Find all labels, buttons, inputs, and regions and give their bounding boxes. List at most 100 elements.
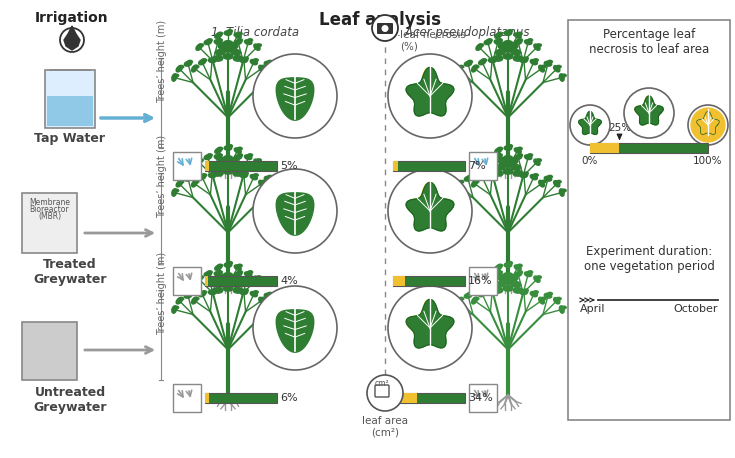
Ellipse shape xyxy=(533,173,539,177)
Ellipse shape xyxy=(173,305,179,310)
Text: 5%: 5% xyxy=(280,161,298,171)
Ellipse shape xyxy=(512,55,523,62)
Ellipse shape xyxy=(492,287,503,294)
Ellipse shape xyxy=(191,65,198,73)
Ellipse shape xyxy=(540,296,547,301)
Ellipse shape xyxy=(213,154,222,160)
Ellipse shape xyxy=(212,55,223,62)
Circle shape xyxy=(570,105,610,145)
Ellipse shape xyxy=(484,154,492,160)
Ellipse shape xyxy=(544,175,553,182)
Ellipse shape xyxy=(538,65,545,73)
Polygon shape xyxy=(578,111,601,135)
Ellipse shape xyxy=(456,65,463,73)
Ellipse shape xyxy=(544,60,553,67)
Ellipse shape xyxy=(193,65,200,69)
Ellipse shape xyxy=(250,59,258,65)
Bar xyxy=(469,152,497,180)
Ellipse shape xyxy=(503,272,514,279)
Ellipse shape xyxy=(237,38,243,42)
Ellipse shape xyxy=(193,180,200,184)
Ellipse shape xyxy=(198,43,204,47)
Ellipse shape xyxy=(553,65,561,73)
Text: October: October xyxy=(673,304,718,314)
Ellipse shape xyxy=(517,38,523,42)
Ellipse shape xyxy=(198,174,207,180)
Ellipse shape xyxy=(520,289,528,295)
Polygon shape xyxy=(406,67,453,116)
Ellipse shape xyxy=(556,65,562,69)
Ellipse shape xyxy=(227,29,233,33)
Ellipse shape xyxy=(498,43,509,50)
Ellipse shape xyxy=(498,275,509,282)
Text: (MBR): (MBR) xyxy=(38,212,61,221)
Text: 100%: 100% xyxy=(693,156,723,166)
Ellipse shape xyxy=(243,56,249,60)
Ellipse shape xyxy=(264,175,273,182)
Bar xyxy=(173,152,201,180)
Ellipse shape xyxy=(250,291,258,297)
Ellipse shape xyxy=(503,30,512,36)
Ellipse shape xyxy=(218,43,229,50)
Ellipse shape xyxy=(503,262,512,268)
Bar xyxy=(173,384,201,412)
Ellipse shape xyxy=(228,158,238,165)
Bar xyxy=(590,143,708,153)
Ellipse shape xyxy=(458,180,465,184)
Ellipse shape xyxy=(487,57,497,63)
Ellipse shape xyxy=(234,264,242,271)
Ellipse shape xyxy=(237,270,243,274)
Ellipse shape xyxy=(533,58,539,62)
Bar xyxy=(393,276,465,286)
Polygon shape xyxy=(406,300,430,338)
Ellipse shape xyxy=(503,168,514,175)
Circle shape xyxy=(253,54,337,138)
Polygon shape xyxy=(635,96,649,113)
Ellipse shape xyxy=(217,38,223,42)
Ellipse shape xyxy=(217,270,223,274)
Ellipse shape xyxy=(207,153,213,157)
Ellipse shape xyxy=(198,59,207,65)
Ellipse shape xyxy=(478,291,487,297)
Polygon shape xyxy=(697,111,720,135)
Ellipse shape xyxy=(207,172,217,178)
Polygon shape xyxy=(406,67,453,116)
Ellipse shape xyxy=(547,174,553,179)
Ellipse shape xyxy=(500,278,511,285)
Ellipse shape xyxy=(524,271,533,277)
Text: cm²: cm² xyxy=(375,380,390,388)
Ellipse shape xyxy=(240,172,248,178)
Bar xyxy=(469,267,497,295)
Ellipse shape xyxy=(507,29,513,33)
Ellipse shape xyxy=(264,293,273,299)
Ellipse shape xyxy=(223,30,232,36)
Ellipse shape xyxy=(456,180,463,188)
Ellipse shape xyxy=(497,270,503,274)
Ellipse shape xyxy=(223,285,234,292)
Text: 7%: 7% xyxy=(468,161,486,171)
Ellipse shape xyxy=(495,281,506,288)
Ellipse shape xyxy=(253,158,261,166)
Bar xyxy=(205,161,277,171)
Text: Irrigation: Irrigation xyxy=(35,11,109,25)
Ellipse shape xyxy=(561,188,567,193)
Bar xyxy=(381,22,385,24)
Ellipse shape xyxy=(514,154,523,160)
Circle shape xyxy=(253,286,337,370)
Ellipse shape xyxy=(553,297,561,305)
Ellipse shape xyxy=(217,147,223,151)
Ellipse shape xyxy=(507,158,518,165)
Ellipse shape xyxy=(503,53,514,60)
Ellipse shape xyxy=(547,60,553,64)
Ellipse shape xyxy=(276,297,282,301)
Ellipse shape xyxy=(171,305,177,314)
Ellipse shape xyxy=(503,40,514,47)
Circle shape xyxy=(381,25,389,32)
Bar xyxy=(393,393,417,403)
Ellipse shape xyxy=(503,155,514,162)
Ellipse shape xyxy=(178,180,184,184)
Ellipse shape xyxy=(217,32,223,36)
Text: 1. Tilia cordata: 1. Tilia cordata xyxy=(211,26,299,39)
Ellipse shape xyxy=(215,49,226,56)
Ellipse shape xyxy=(176,297,183,305)
